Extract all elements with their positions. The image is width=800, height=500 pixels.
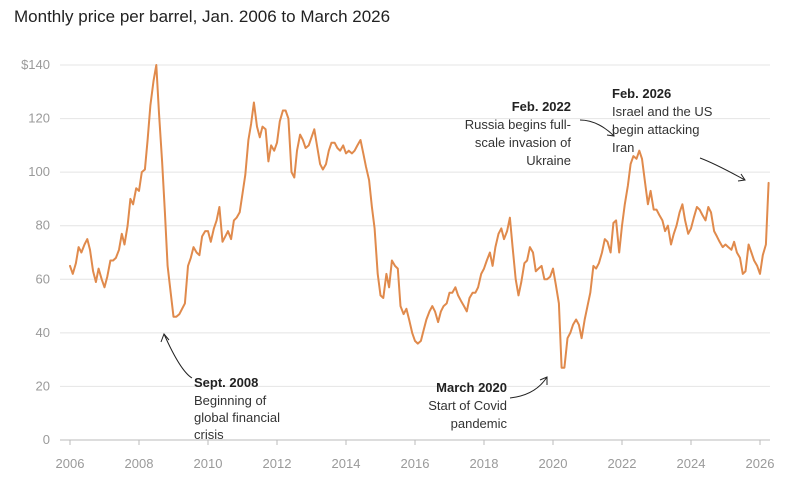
annotation-arrowhead-feb-2022	[606, 128, 615, 137]
y-tick-label: 60	[36, 271, 50, 286]
annotation-text-line: Beginning of	[194, 393, 267, 408]
annotation-feb-2026: Feb. 2026 Israel and the US begin attack…	[612, 86, 746, 182]
annotation-march-2020: March 2020 Start of Covid pandemic	[428, 376, 548, 431]
annotation-text-line: Ukraine	[526, 153, 571, 168]
x-tick-label: 2026	[746, 456, 775, 471]
x-tick-label: 2016	[401, 456, 430, 471]
x-tick-label: 2008	[125, 456, 154, 471]
x-tick-label: 2022	[608, 456, 637, 471]
annotation-heading: Feb. 2022	[512, 99, 571, 114]
y-tick-label: 0	[43, 432, 50, 447]
y-tick-label: 20	[36, 378, 50, 393]
annotation-text-line: Russia begins full-	[465, 117, 571, 132]
annotation-heading: Sept. 2008	[194, 375, 258, 390]
chart-title: Monthly price per barrel, Jan. 2006 to M…	[14, 7, 390, 26]
annotation-arrowhead-march-2020	[539, 376, 548, 385]
grid-layer	[60, 64, 770, 441]
annotation-arrow-feb-2022	[579, 119, 615, 137]
annotation-text-line: scale invasion of	[475, 135, 571, 150]
x-tick-label: 2012	[263, 456, 292, 471]
x-tick-label: 2006	[56, 456, 85, 471]
annotation-arrowhead-feb-2026	[737, 173, 746, 182]
x-tick-label: 2020	[539, 456, 568, 471]
annotation-text-line: crisis	[194, 427, 224, 442]
y-tick-label: 80	[36, 218, 50, 233]
annotation-text-line: Iran	[612, 140, 634, 155]
annotation-text-line: global financial	[194, 410, 280, 425]
annotation-text-line: Israel and the US	[612, 104, 713, 119]
annotation-arrowhead-sept-2008	[160, 333, 170, 343]
y-tick-label: 40	[36, 325, 50, 340]
y-tick-label: $140	[21, 57, 50, 72]
y-axis: 0 20 40 60 80 100 120 $140	[21, 57, 50, 447]
x-tick-label: 2014	[332, 456, 361, 471]
y-tick-label: 100	[28, 164, 50, 179]
x-axis: 2006 2008 2010 2012 2014 2016 2018 2020 2022 2024…	[56, 440, 775, 471]
price-series-line	[69, 64, 770, 369]
annotation-arrow-march-2020	[509, 376, 548, 399]
annotation-heading: Feb. 2026	[612, 86, 671, 101]
annotation-heading: March 2020	[436, 380, 507, 395]
x-tick-label: 2018	[470, 456, 499, 471]
x-tick-label: 2024	[677, 456, 706, 471]
y-tick-label: 120	[28, 111, 50, 126]
annotation-feb-2022: Feb. 2022 Russia begins full- scale inva…	[465, 99, 615, 168]
x-tick-label: 2010	[194, 456, 223, 471]
annotation-arrow-feb-2026	[699, 157, 746, 181]
annotation-arrow-sept-2008	[163, 333, 193, 379]
annotation-sept-2008: Sept. 2008 Beginning of global financial…	[160, 333, 280, 442]
annotation-text-line: Start of Covid	[428, 398, 507, 413]
annotation-text-line: begin attacking	[612, 122, 699, 137]
annotation-text-line: pandemic	[451, 416, 508, 431]
